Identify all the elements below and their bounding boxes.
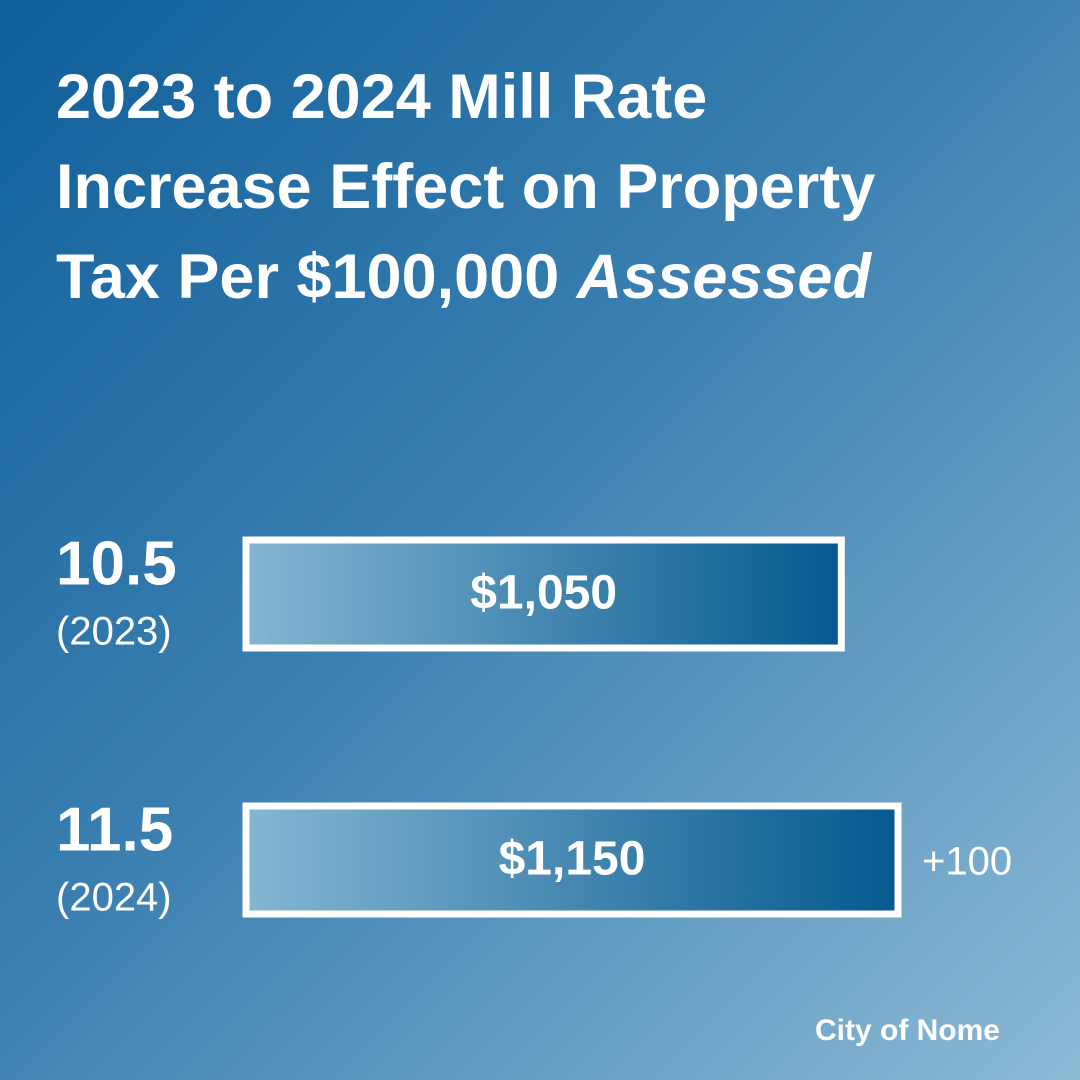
title-emphasis: Assessed xyxy=(576,242,871,312)
category-sublabel: (2024) xyxy=(56,876,172,920)
value-label: $1,050 xyxy=(470,567,617,620)
title-text: 2023 to 2024 Mill Rate Increase Effect o… xyxy=(56,62,876,312)
bar xyxy=(242,536,845,652)
category-sublabel: (2023) xyxy=(56,610,172,654)
value-label: $1,150 xyxy=(499,833,646,886)
category-label: 10.5 xyxy=(56,529,177,598)
source: City of Nome xyxy=(815,1014,1000,1047)
annotation: +100 xyxy=(922,840,1012,884)
category-label: 11.5 xyxy=(56,795,173,864)
bar xyxy=(242,802,902,918)
chart-title: 2023 to 2024 Mill Rate Increase Effect o… xyxy=(56,52,956,322)
